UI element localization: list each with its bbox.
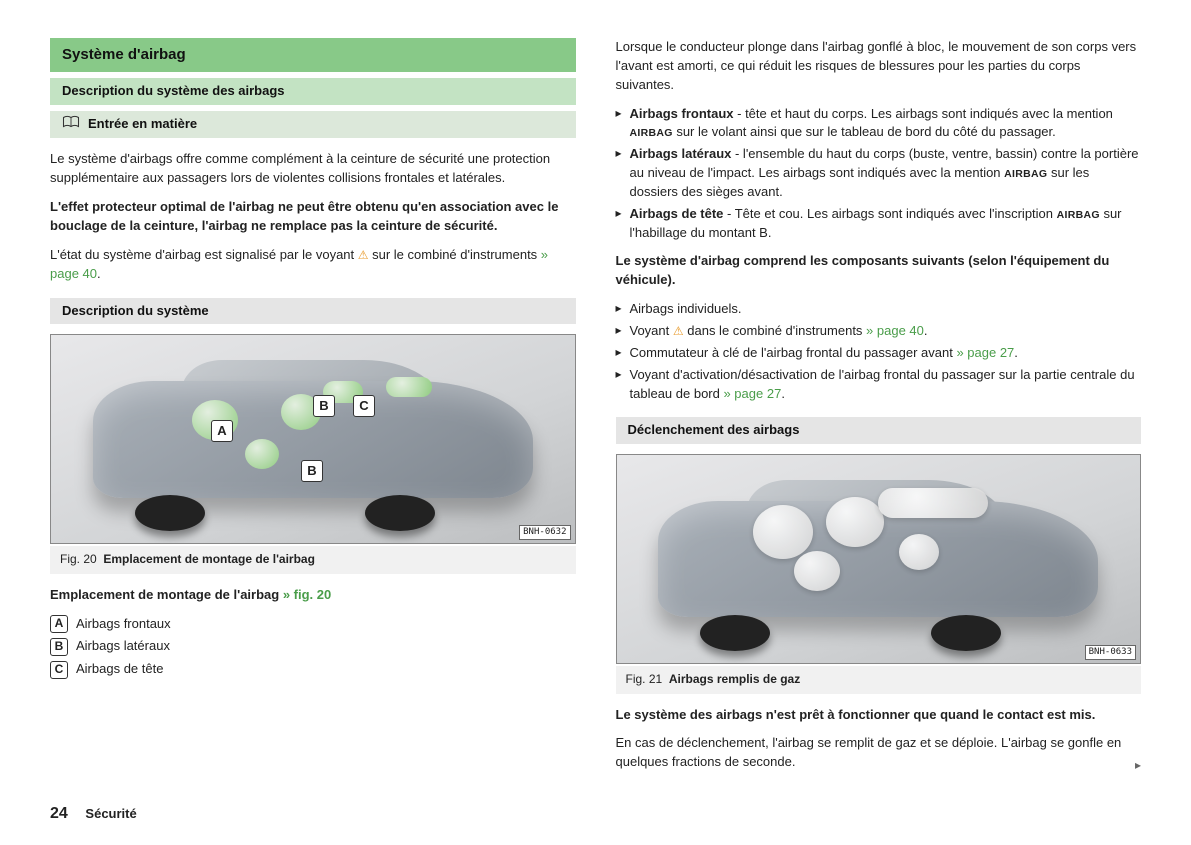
comp-2: Voyant ⚠ dans le combiné d'instruments »… [616, 322, 1142, 341]
airbag-warning-icon-2: ⚠ [673, 324, 684, 338]
callout-b1: B [313, 395, 335, 417]
callout-b2: B [301, 460, 323, 482]
heading-deployment: Déclenchement des airbags [616, 417, 1142, 444]
callout-c: C [353, 395, 375, 417]
airbag-warning-icon: ⚠ [358, 248, 369, 262]
components-title: Le système d'airbag comprend les composa… [616, 252, 1142, 290]
figure-21-caption: Fig. 21 Airbags remplis de gaz [616, 666, 1142, 693]
heading-description-airbags: Description du système des airbags [50, 78, 576, 105]
legend-title: Emplacement de montage de l'airbag » fig… [50, 586, 576, 605]
link-page-27-a[interactable]: » page 27 [956, 345, 1014, 360]
right-para-4: En cas de déclenchement, l'airbag se rem… [616, 734, 1142, 772]
figure-20: A B C B BNH-0632 [50, 334, 576, 544]
comp-1: Airbags individuels. [616, 300, 1142, 319]
page-footer: 24 Sécurité [50, 802, 137, 825]
legend-b: BAirbags latéraux [50, 637, 576, 656]
intro-para-3: L'état du système d'airbag est signalisé… [50, 246, 576, 284]
link-fig-20[interactable]: » fig. 20 [283, 587, 331, 602]
right-para-3: Le système des airbags n'est prêt à fonc… [616, 706, 1142, 725]
legend-a: AAirbags frontaux [50, 615, 576, 634]
heading-intro-text: Entrée en matière [88, 115, 197, 134]
heading-intro: Entrée en matière [50, 111, 576, 139]
bullet-lateral: Airbags latéraux - l'ensemble du haut du… [616, 145, 1142, 202]
book-icon [62, 115, 80, 135]
comp-3: Commutateur à clé de l'airbag frontal du… [616, 344, 1142, 363]
continue-icon: ▸ [1135, 757, 1141, 774]
intro-para-2-bold: L'effet protecteur optimal de l'airbag n… [50, 198, 576, 236]
section-name: Sécurité [85, 806, 136, 821]
legend-c: CAirbags de tête [50, 660, 576, 679]
intro-para-1: Le système d'airbags offre comme complém… [50, 150, 576, 188]
heading-airbag-system: Système d'airbag [50, 38, 576, 72]
heading-system-description: Description du système [50, 298, 576, 325]
airbag-types-list: Airbags frontaux - tête et haut du corps… [616, 105, 1142, 243]
components-list: Airbags individuels. Voyant ⚠ dans le co… [616, 300, 1142, 403]
figure-20-code: BNH-0632 [519, 525, 570, 540]
callout-a: A [211, 420, 233, 442]
link-page-27-b[interactable]: » page 27 [723, 386, 781, 401]
link-page-40-b[interactable]: » page 40 [866, 323, 924, 338]
right-para-1: Lorsque le conducteur plonge dans l'airb… [616, 38, 1142, 95]
figure-21-code: BNH-0633 [1085, 645, 1136, 660]
right-column: Lorsque le conducteur plonge dans l'airb… [616, 38, 1142, 782]
page-number: 24 [50, 805, 68, 822]
bullet-head: Airbags de tête - Tête et cou. Les airba… [616, 205, 1142, 243]
figure-21: BNH-0633 [616, 454, 1142, 664]
left-column: Système d'airbag Description du système … [50, 38, 576, 782]
bullet-frontal: Airbags frontaux - tête et haut du corps… [616, 105, 1142, 143]
figure-20-caption: Fig. 20 Emplacement de montage de l'airb… [50, 546, 576, 573]
comp-4: Voyant d'activation/désactivation de l'a… [616, 366, 1142, 404]
